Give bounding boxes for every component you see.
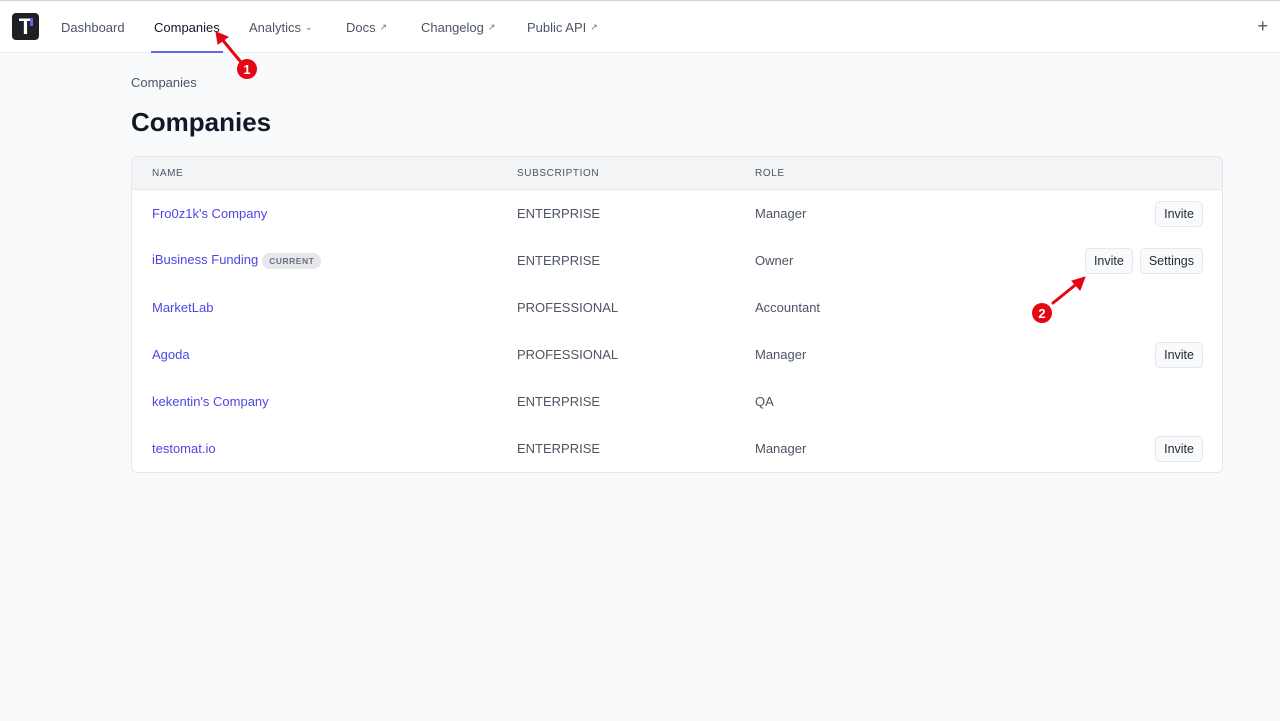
role: Manager bbox=[755, 206, 807, 221]
company-link[interactable]: MarketLab bbox=[152, 300, 214, 315]
tab-changelog[interactable]: Changelog ↗ bbox=[421, 19, 496, 35]
external-link-icon: ↗ bbox=[487, 21, 496, 32]
subscription: ENTERPRISE bbox=[517, 253, 601, 268]
role: Manager bbox=[755, 441, 807, 456]
annotation-badge-1: 1 bbox=[237, 59, 257, 79]
current-badge: CURRENT bbox=[262, 252, 322, 269]
table-row: Agoda PROFESSIONAL Manager Invite bbox=[132, 331, 1222, 378]
table-row: MarketLab PROFESSIONAL Accountant bbox=[132, 284, 1222, 331]
external-link-icon: ↗ bbox=[590, 21, 598, 32]
company-link[interactable]: iBusiness Funding bbox=[152, 252, 259, 268]
role: Manager bbox=[755, 347, 807, 362]
invite-button[interactable]: Invite bbox=[1155, 435, 1203, 462]
external-link-icon: ↗ bbox=[379, 21, 388, 32]
tab-analytics[interactable]: Analytics ⌄ bbox=[249, 19, 313, 35]
companies-table: NAME SUBSCRIPTION ROLE Fro0z1k's Company… bbox=[131, 156, 1223, 473]
logo[interactable]: T bbox=[12, 13, 39, 40]
role: Owner bbox=[755, 253, 794, 268]
tab-dashboard[interactable]: Dashboard bbox=[61, 19, 125, 35]
company-link[interactable]: testomat.io bbox=[152, 441, 216, 456]
table-row: iBusiness Funding CURRENT ENTERPRISE Owner I… bbox=[132, 237, 1222, 284]
annotation-badge-2: 2 bbox=[1032, 303, 1052, 323]
subscription: ENTERPRISE bbox=[517, 441, 601, 456]
table-row: Fro0z1k's Company ENTERPRISE Manager Invite bbox=[132, 190, 1222, 237]
tab-companies[interactable]: Companies bbox=[151, 1, 223, 53]
tab-public-api[interactable]: Public API ↗ bbox=[527, 19, 598, 35]
company-link[interactable]: kekentin's Company bbox=[152, 394, 269, 409]
company-link[interactable]: Fro0z1k's Company bbox=[152, 206, 268, 221]
role: QA bbox=[755, 394, 774, 409]
subscription: PROFESSIONAL bbox=[517, 300, 619, 315]
page-title: Companies bbox=[131, 107, 272, 137]
tab-docs[interactable]: Docs ↗ bbox=[346, 19, 388, 35]
plus-icon[interactable]: + bbox=[1257, 16, 1268, 36]
subscription: PROFESSIONAL bbox=[517, 347, 619, 362]
company-link[interactable]: Agoda bbox=[152, 347, 190, 362]
breadcrumb[interactable]: Companies bbox=[131, 75, 197, 90]
invite-button[interactable]: Invite bbox=[1155, 200, 1203, 227]
top-nav: T Dashboard Companies Analytics ⌄ Docs ↗ C… bbox=[0, 1, 1280, 53]
invite-button[interactable]: Invite bbox=[1155, 341, 1203, 368]
chevron-down-icon: ⌄ bbox=[305, 21, 313, 32]
table-row: testomat.io ENTERPRISE Manager Invite bbox=[132, 425, 1222, 472]
subscription: ENTERPRISE bbox=[517, 206, 601, 221]
table-header: NAME SUBSCRIPTION ROLE bbox=[132, 157, 1222, 190]
table-row: kekentin's Company ENTERPRISE QA bbox=[132, 378, 1222, 425]
invite-button[interactable]: Invite bbox=[1084, 247, 1133, 274]
role: Accountant bbox=[755, 300, 821, 315]
subscription: ENTERPRISE bbox=[517, 394, 601, 409]
settings-button[interactable]: Settings bbox=[1139, 247, 1203, 274]
